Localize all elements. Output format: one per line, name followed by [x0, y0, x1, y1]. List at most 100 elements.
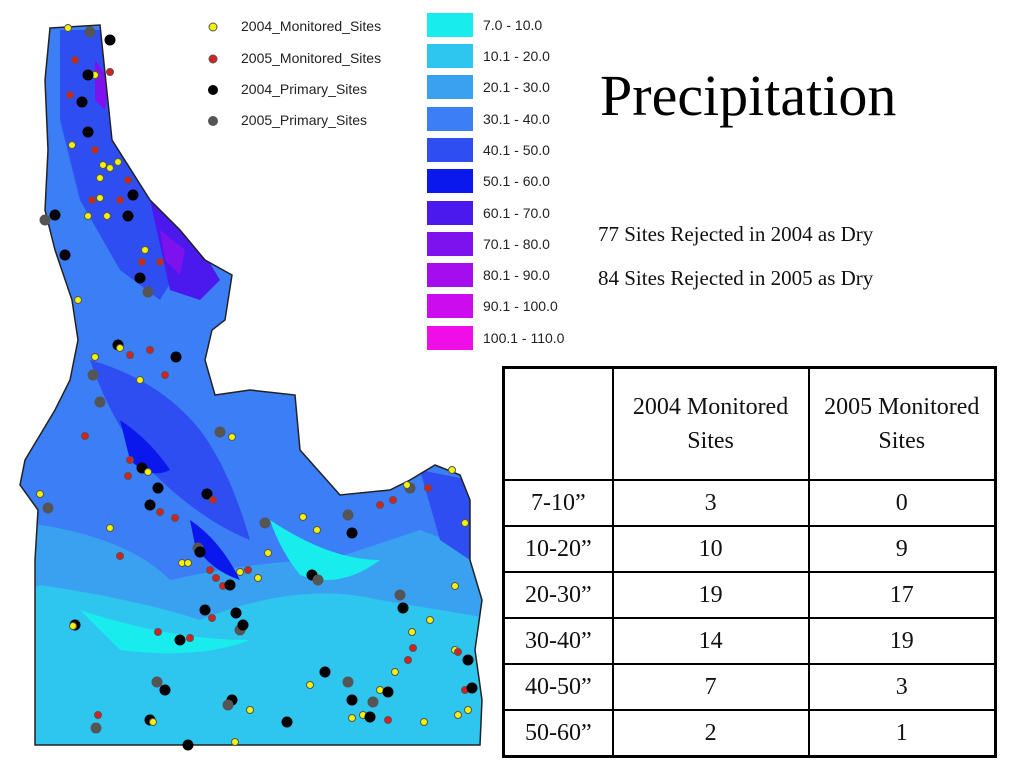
legend-range-9: 80.1 - 90.0	[427, 262, 550, 288]
color-swatch	[427, 44, 473, 68]
2004-monitored-site	[99, 161, 107, 169]
black-dot-icon	[207, 83, 219, 95]
2004-primary-site	[281, 716, 293, 728]
2005-monitored-site	[146, 346, 154, 354]
2005-primary-site	[312, 574, 324, 586]
idaho-precipitation-map	[0, 0, 500, 768]
color-swatch	[427, 169, 473, 193]
table-cell: 50-60”	[502, 709, 614, 758]
2004-monitored-site	[68, 141, 76, 149]
2004-primary-site	[144, 499, 156, 511]
legend-range-7: 60.1 - 70.0	[427, 200, 550, 226]
2004-monitored-site	[313, 526, 321, 534]
color-swatch	[427, 232, 473, 256]
2004-monitored-site	[246, 706, 254, 714]
2004-monitored-site	[461, 519, 469, 527]
2005-primary-site	[214, 426, 226, 438]
2004-primary-site	[82, 126, 94, 138]
2005-primary-site	[342, 676, 354, 688]
table-cell: 9	[807, 525, 997, 573]
legend-range-1: 7.0 - 10.0	[427, 12, 542, 38]
2005-primary-site	[394, 589, 406, 601]
legend-symbol-label: 2005_Monitored_Sites	[241, 50, 382, 66]
2004-primary-site	[466, 682, 478, 694]
2004-monitored-site	[254, 574, 262, 582]
2004-primary-site	[152, 482, 164, 494]
range-label: 70.1 - 80.0	[483, 236, 550, 252]
2004-monitored-site	[114, 158, 122, 166]
2004-monitored-site	[103, 212, 111, 220]
2004-monitored-site	[69, 622, 77, 630]
2004-monitored-site	[106, 164, 114, 172]
legend-2005-monitored: 2005_Monitored_Sites	[205, 48, 381, 68]
2005-monitored-site	[454, 648, 462, 656]
2004-primary-site	[82, 69, 94, 81]
legend-range-6: 50.1 - 60.0	[427, 168, 550, 194]
2004-primary-site	[364, 711, 376, 723]
red-dot-icon	[207, 52, 219, 64]
2005-monitored-site	[91, 146, 99, 154]
2005-monitored-site	[126, 456, 134, 464]
2004-primary-site	[230, 607, 242, 619]
range-label: 40.1 - 50.0	[483, 142, 550, 158]
2005-monitored-site	[212, 574, 220, 582]
site-markers	[36, 24, 478, 751]
2005-monitored-site	[208, 614, 216, 622]
table-row: 7-10” 3 0	[502, 479, 997, 527]
2005-monitored-site	[244, 566, 252, 574]
2005-monitored-site	[124, 472, 132, 480]
2004-monitored-site	[420, 718, 428, 726]
table-header-cell: 2005 Monitored Sites	[807, 366, 997, 481]
table-cell: 0	[807, 479, 997, 527]
2004-monitored-site	[106, 524, 114, 532]
2004-monitored-site	[136, 376, 144, 384]
2005-primary-site	[342, 509, 354, 521]
2004-monitored-site	[448, 466, 456, 474]
2005-monitored-site	[389, 496, 397, 504]
2005-monitored-site	[161, 371, 169, 379]
sites-by-precipitation-table: 2004 Monitored Sites 2005 Monitored Site…	[502, 366, 997, 758]
table-cell: 3	[807, 663, 997, 711]
2005-monitored-site	[186, 634, 194, 642]
2004-primary-site	[182, 739, 194, 751]
2004-monitored-site	[391, 668, 399, 676]
2005-primary-site	[142, 286, 154, 298]
yellow-dot-icon	[207, 20, 219, 32]
table-cell: 10	[611, 525, 810, 573]
table-cell: 7-10”	[502, 479, 614, 527]
rejected-2005-note: 84 Sites Rejected in 2005 as Dry	[598, 266, 874, 290]
2004-primary-site	[59, 249, 71, 261]
table-cell: 10-20”	[502, 525, 614, 573]
table-cell: 20-30”	[502, 571, 614, 619]
2004-primary-site	[397, 602, 409, 614]
legend-range-2: 10.1 - 20.0	[427, 43, 550, 69]
2005-monitored-site	[206, 566, 214, 574]
2005-monitored-site	[209, 496, 217, 504]
color-swatch	[427, 201, 473, 225]
rejected-2004-note: 77 Sites Rejected in 2004 as Dry	[598, 222, 874, 246]
2004-monitored-site	[403, 481, 411, 489]
table-cell: 30-40”	[502, 617, 614, 665]
2004-primary-site	[199, 604, 211, 616]
table-cell: 14	[611, 617, 810, 665]
2005-monitored-site	[71, 56, 79, 64]
2005-monitored-site	[409, 644, 417, 652]
range-label: 80.1 - 90.0	[483, 267, 550, 283]
table-row: 30-40” 14 19	[502, 617, 997, 665]
table-header-cell	[502, 366, 614, 481]
legend-symbol-label: 2004_Monitored_Sites	[241, 18, 382, 34]
gray-dot-icon	[207, 114, 219, 126]
2004-monitored-site	[464, 706, 472, 714]
2004-primary-site	[170, 351, 182, 363]
range-label: 30.1 - 40.0	[483, 111, 550, 127]
2004-monitored-site	[149, 718, 157, 726]
2005-monitored-site	[124, 176, 132, 184]
2004-monitored-site	[236, 568, 244, 576]
2005-primary-site	[259, 517, 271, 529]
2005-monitored-site	[384, 716, 392, 724]
legend-range-5: 40.1 - 50.0	[427, 137, 550, 163]
2005-monitored-site	[138, 258, 146, 266]
table-header-row: 2004 Monitored Sites 2005 Monitored Site…	[502, 366, 997, 481]
table-cell: 17	[807, 571, 997, 619]
table-cell: 1	[807, 709, 997, 758]
